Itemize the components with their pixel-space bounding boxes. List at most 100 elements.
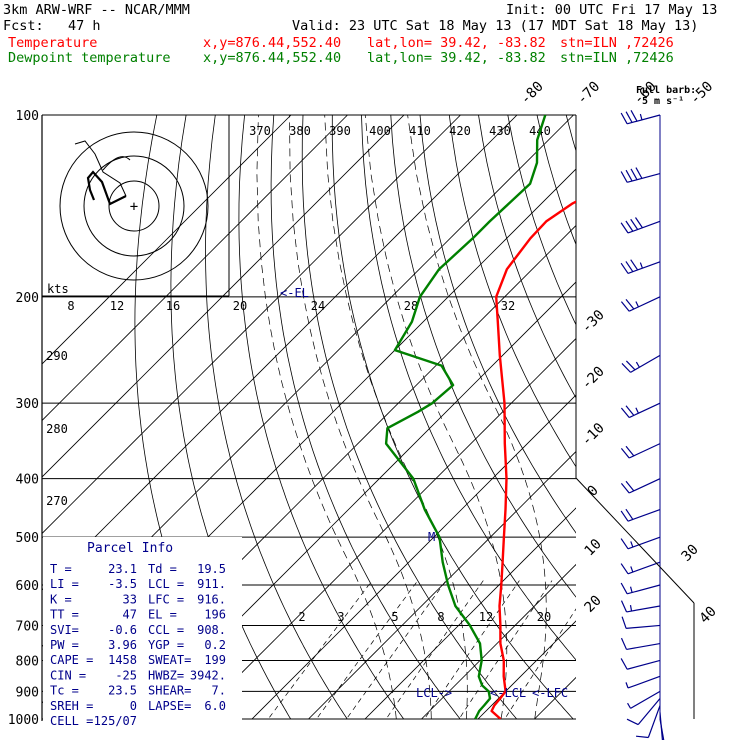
parcel-value: 0: [130, 699, 137, 713]
parcel-label: LFC =: [148, 592, 184, 606]
isotherm: [307, 450, 576, 719]
parcel-label: LAPSE=: [148, 699, 191, 713]
barb-flag: [635, 167, 643, 179]
temperature-station: stn=ILN ,72426: [560, 35, 674, 51]
isotherm: [42, 115, 462, 535]
hodograph-trace-upper: [74, 140, 127, 197]
wind-barbs: Full barb:5 m s⁻¹: [575, 85, 696, 740]
wind-barb: [620, 110, 661, 125]
parcel-info-title: Parcel Info: [87, 541, 173, 556]
parcel-label: LI =: [50, 577, 79, 591]
dewpoint-latlon: lat,lon= 39.42, -83.82: [367, 50, 546, 66]
barb-half-flag: [639, 113, 643, 120]
parcel-label: T =: [50, 562, 72, 576]
parcel-value: 6.0: [204, 699, 226, 713]
wind-barb: [620, 259, 661, 274]
barb-flag: [625, 111, 633, 123]
barb-flag: [620, 448, 630, 459]
isotherm: [42, 115, 405, 478]
hodograph-ring-label: 32: [501, 299, 515, 313]
dry-adiabat: [507, 115, 576, 326]
parcel-value: 19.5: [197, 562, 226, 576]
barb-flag: [636, 735, 649, 739]
parcel-info-box: Parcel Info T = 23.1 Td = 19.5 LI = -3.5 LCL = 9…: [43, 537, 242, 728]
barb-flag: [625, 405, 635, 416]
barb-staff: [627, 508, 661, 522]
barb-flag: [625, 299, 635, 310]
theta-e-label: 430: [489, 124, 511, 138]
mixing-ratio-lines: [256, 115, 576, 719]
wind-barb: [625, 675, 661, 689]
isotherm-label: -20: [579, 364, 608, 393]
barb-flag: [625, 360, 636, 371]
theta-e-label: 410: [409, 124, 431, 138]
isotherm-label: -30: [579, 307, 608, 336]
pressure-label: 600: [16, 579, 39, 594]
parcel-value: 33: [123, 592, 137, 606]
wind-barb: [620, 217, 661, 234]
wind-barb: [626, 698, 661, 726]
wind-barb: [620, 443, 661, 459]
barb-staff: [659, 712, 664, 740]
theta-label: 270: [46, 494, 68, 508]
hodograph-origin: +: [130, 199, 138, 215]
mixing-ratio-line: [267, 580, 373, 719]
theta-e-label: 420: [449, 124, 471, 138]
lcl-marker-right: <-LCL: [490, 686, 526, 700]
barb-staff: [626, 624, 661, 630]
wind-barb: [620, 658, 661, 670]
pressure-label: 800: [16, 654, 39, 669]
wind-barb: [620, 637, 661, 651]
isotherm: [635, 56, 740, 731]
dry-adiabat: [390, 115, 576, 598]
pressure-label: 200: [16, 291, 39, 306]
isotherm: [477, 620, 576, 719]
wind-barb: [620, 600, 661, 613]
wind-barb: [620, 508, 661, 522]
theta-e-label: 390: [329, 124, 351, 138]
barb-flag: [620, 483, 630, 494]
parcel-value: 125/07: [94, 714, 137, 728]
barb-legend-line1: Full barb:: [636, 85, 696, 96]
barb-flag: [621, 363, 631, 373]
pressure-label: 1000: [8, 713, 39, 728]
parcel-value: 7.: [212, 684, 226, 698]
parcel-label: SVI=: [50, 623, 79, 637]
temperature-latlon: lat,lon= 39.42, -83.82: [367, 35, 546, 51]
model-title: 3km ARW-WRF -- NCAR/MMM: [3, 2, 190, 18]
theta-label: 280: [46, 422, 68, 436]
isotherm-label: 10: [582, 536, 605, 559]
wind-barb: [620, 478, 661, 494]
barb-flag: [620, 301, 630, 312]
lfc-marker: <-LFC: [532, 686, 568, 700]
hodograph-kts-label: kts: [47, 282, 69, 296]
parcel-label: PW =: [50, 638, 79, 652]
barb-staff: [630, 354, 661, 373]
dry-adiabat: [478, 115, 576, 399]
wind-barb: [620, 536, 661, 550]
isotherm-label: -80: [518, 79, 547, 108]
hodograph-ring: [59, 131, 209, 281]
barb-flag: [620, 407, 630, 418]
wind-barb: [620, 561, 661, 575]
barb-half-flag: [629, 586, 633, 593]
isotherm: [42, 115, 349, 422]
isotherm: [533, 676, 576, 719]
dry-adiabat: [713, 115, 740, 732]
barb-flag: [625, 220, 634, 232]
barb-staff: [628, 443, 661, 459]
parcel-label: EL =: [148, 608, 177, 622]
barb-flag: [630, 218, 639, 230]
barb-half-flag: [629, 605, 633, 612]
barb-staff: [647, 705, 661, 738]
level-markers: <-EL LCL-> <-LCL <-LFC M: [280, 286, 568, 700]
diagonal-border: [575, 477, 695, 604]
moist-adiabat: [407, 115, 547, 719]
hodograph-ring-label: 16: [166, 299, 180, 313]
dewpoint-xy: x,y=876.44,552.40: [203, 50, 342, 66]
dewpoint-legend: Dewpoint temperature: [8, 50, 171, 66]
barb-half-flag: [635, 361, 640, 368]
plot-frame: [41, 115, 577, 721]
barb-staff: [627, 220, 661, 234]
